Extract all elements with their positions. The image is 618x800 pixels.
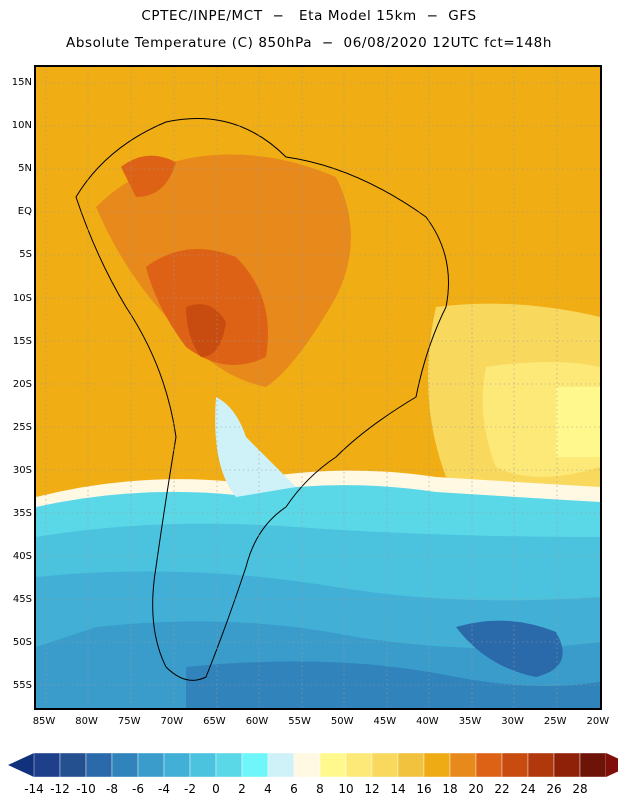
latitude-label: 40S xyxy=(12,551,32,563)
colorbar-swatch xyxy=(579,752,607,778)
longitude-label: 45W xyxy=(373,716,397,727)
longitude-label: 55W xyxy=(288,716,311,727)
colorbar-swatch xyxy=(215,752,243,778)
latitude-label: 10N xyxy=(11,120,32,132)
longitude-label: 80W xyxy=(75,716,98,727)
colorbar-label: 18 xyxy=(442,782,458,796)
longitude-label: 60W xyxy=(245,716,269,727)
longitude-label: 65W xyxy=(203,716,226,727)
colorbar-swatch xyxy=(33,752,61,778)
colorbar-label: -6 xyxy=(132,782,144,796)
latitude-label: 45S xyxy=(12,594,32,606)
colorbar-label: 24 xyxy=(520,782,536,796)
colorbar-label: 20 xyxy=(468,782,484,796)
latitude-label: 25S xyxy=(12,421,32,433)
colorbar-label: -2 xyxy=(184,782,196,796)
latitude-label: 5N xyxy=(18,163,32,175)
colorbar-swatch xyxy=(293,752,321,778)
colorbar-label: 28 xyxy=(572,782,588,796)
longitude-label: 30W xyxy=(501,716,524,727)
colorbar-swatch xyxy=(241,752,269,778)
colorbar-swatch xyxy=(345,752,373,778)
colorbar-label: 6 xyxy=(290,782,298,796)
title-line-1: CPTEC/INPE/MCT − Eta Model 15km − GFS xyxy=(141,8,477,24)
latitude-label: 35S xyxy=(12,508,32,519)
colorbar-label: 10 xyxy=(338,782,354,796)
colorbar-swatch xyxy=(137,752,165,778)
colorbar-label: 14 xyxy=(390,782,406,796)
colorbar-swatch xyxy=(423,752,451,778)
colorbar-label: -12 xyxy=(50,782,70,796)
colorbar-swatch xyxy=(59,752,87,778)
latitude-label: 30S xyxy=(12,464,32,476)
longitude-label: 70W xyxy=(160,716,184,727)
latitude-label: 15S xyxy=(12,335,32,347)
colorbar-swatch xyxy=(397,752,425,778)
colorbar-label: 4 xyxy=(264,782,272,796)
colorbar-label: -10 xyxy=(76,782,96,796)
longitude-label: 35W xyxy=(458,716,482,727)
latitude-label: 5S xyxy=(19,249,32,261)
colorbar-label: 22 xyxy=(494,782,510,796)
colorbar-swatch xyxy=(449,752,477,778)
colorbar-swatch xyxy=(319,752,347,778)
colorbar-swatch xyxy=(527,752,555,778)
colorbar-under-arrow xyxy=(8,753,34,777)
colorbar-swatch xyxy=(475,752,503,778)
colorbar-swatch xyxy=(501,752,529,778)
map-field xyxy=(36,67,600,708)
longitude-label: 85W xyxy=(32,716,56,727)
colorbar-swatch xyxy=(111,752,139,778)
colorbar-label: 2 xyxy=(238,782,246,796)
latitude-label: 50S xyxy=(12,637,32,649)
latitude-label: 15N xyxy=(11,77,32,88)
latitude-label: 10S xyxy=(12,292,32,304)
longitude-label: 75W xyxy=(117,716,141,727)
colorbar-label: 0 xyxy=(212,782,220,796)
longitude-label: 25W xyxy=(543,716,567,727)
colorbar-swatch xyxy=(85,752,113,778)
title-line-2: Absolute Temperature (C) 850hPa − 06/08/… xyxy=(66,35,552,51)
longitude-label: 40W xyxy=(416,716,439,727)
colorbar-swatch xyxy=(267,752,295,778)
colorbar-swatch xyxy=(163,752,191,778)
colorbar-label: -14 xyxy=(24,782,44,796)
colorbar-over-arrow xyxy=(606,753,618,777)
latitude-label: 55S xyxy=(12,680,32,692)
colorbar-label: 12 xyxy=(364,782,380,796)
colorbar-label: -8 xyxy=(106,782,118,796)
colorbar xyxy=(8,752,618,778)
latitude-label: EQ xyxy=(17,206,32,218)
colorbar-label: 16 xyxy=(416,782,432,796)
longitude-label: 20W xyxy=(586,716,610,727)
colorbar-label: -4 xyxy=(158,782,170,796)
colorbar-swatch xyxy=(371,752,399,778)
colorbar-label: 8 xyxy=(316,782,324,796)
colorbar-swatch xyxy=(553,752,581,778)
temperature-map xyxy=(34,65,602,710)
latitude-label: 20S xyxy=(12,378,32,390)
colorbar-label: 26 xyxy=(546,782,562,796)
colorbar-swatch xyxy=(189,752,217,778)
longitude-label: 50W xyxy=(330,716,354,727)
